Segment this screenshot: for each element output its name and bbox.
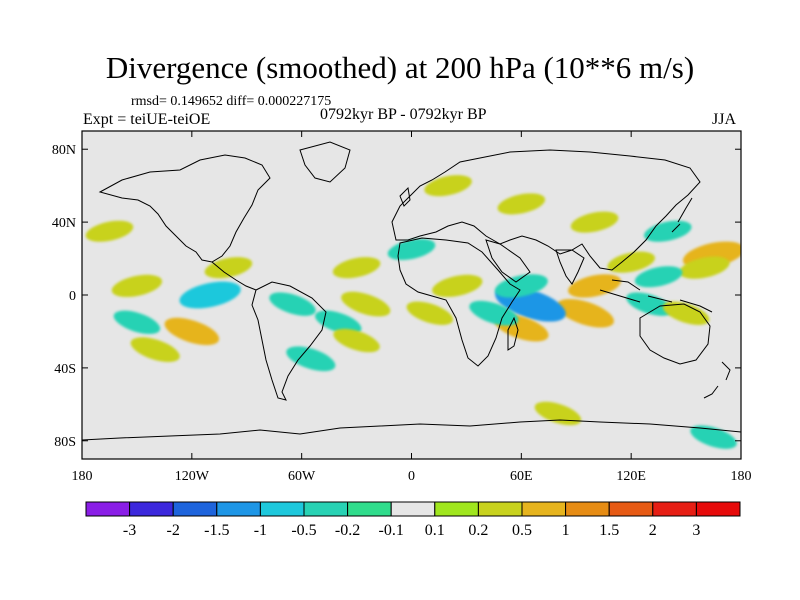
divergence-region-16 (333, 328, 380, 353)
divergence-region-1 (679, 256, 730, 279)
colorbar-label: 2 (648, 522, 657, 539)
divergence-region-21 (113, 310, 161, 335)
period-label: 0792kyr BP - 0792kyr BP (320, 106, 487, 123)
coast-antarctica (82, 419, 741, 441)
colorbar-label: -0.2 (334, 522, 361, 539)
divergence-region-18 (269, 292, 316, 316)
lat-tick-label: 40S (54, 362, 76, 377)
colorbar-swatch (608, 501, 654, 517)
divergence-region-4 (568, 274, 622, 298)
lon-tick-label: 60W (288, 469, 316, 484)
colorbar-label: 1 (561, 522, 570, 539)
coast-new-zealand (703, 361, 731, 399)
divergence-region-17 (286, 346, 336, 372)
colorbar-label: 0.1 (424, 522, 445, 539)
divergence-region-3 (607, 251, 655, 273)
coast-africa (397, 237, 521, 367)
coast-maritime-islands (599, 279, 713, 313)
divergence-region-19 (179, 281, 241, 309)
colorbar-swatch (172, 501, 218, 517)
divergence-region-14 (341, 291, 391, 317)
colorbar-swatch (565, 501, 610, 517)
colorbar-swatch (521, 501, 567, 517)
coast-north-america (98, 154, 271, 263)
lat-tick-label: 40N (52, 216, 76, 231)
axis-ticks (81, 131, 742, 459)
coast-uk (399, 186, 411, 207)
coast-central-america (211, 261, 257, 291)
colorbar-swatch (85, 501, 131, 517)
colorbar-swatch (303, 501, 349, 517)
stats-text: rmsd= 0.149652 diff= 0.000227175 (131, 94, 332, 109)
coast-greenland (299, 141, 351, 183)
colorbar-label: -2 (166, 522, 180, 539)
colorbar-label: 3 (692, 522, 701, 539)
colorbar-swatch (434, 501, 479, 517)
divergence-field (85, 175, 741, 449)
divergence-region-25 (332, 257, 381, 279)
divergence-region-9 (494, 274, 548, 298)
colorbar-swatch (129, 501, 174, 517)
colorbar-label: 1.5 (599, 522, 620, 539)
divergence-region-13 (406, 301, 454, 325)
colorbar-label: -1.5 (204, 522, 230, 539)
colorbar-label: -1 (253, 522, 268, 539)
divergence-region-32 (690, 425, 737, 449)
divergence-region-29 (570, 211, 619, 233)
divergence-region-20 (111, 274, 163, 298)
colorbar-label: 0.2 (468, 522, 489, 539)
colorbar-swatch (347, 501, 392, 517)
colorbar-label: -0.5 (291, 522, 317, 539)
divergence-region-24 (204, 257, 253, 279)
lat-tick-label: 0 (69, 289, 76, 304)
lon-tick-label: 0 (408, 469, 415, 484)
coast-arabia (485, 239, 531, 283)
divergence-region-6 (626, 292, 673, 316)
divergence-region-7 (662, 301, 710, 325)
colorbar-swatch (477, 501, 523, 517)
lon-tick-label: 120W (175, 469, 210, 484)
coastlines (82, 141, 741, 441)
colorbar-label: -3 (122, 522, 137, 539)
colorbar-label: 0.5 (512, 522, 532, 539)
axis-tick-labels: 80N 40N 0 40S 80S 180 120W 60W 0 60E 120E 180 (52, 143, 752, 484)
lon-tick-label: 180 (731, 469, 752, 484)
coast-eurasia (391, 149, 701, 271)
chart-title: Divergence (smoothed) at 200 hPa (10**6 … (105, 50, 695, 85)
colorbar-swatch (390, 501, 436, 517)
season-label: JJA (712, 111, 737, 128)
lat-tick-label: 80N (52, 143, 76, 158)
colorbar-swatch (216, 501, 261, 517)
divergence-region-22 (164, 317, 220, 346)
colorbar-label: -0.1 (378, 522, 404, 539)
divergence-region-28 (497, 193, 546, 215)
coast-australia (639, 303, 711, 365)
experiment-label: Expt = teiUE-teiOE (83, 111, 211, 128)
divergence-region-5 (556, 298, 614, 328)
divergence-region-27 (424, 175, 472, 197)
coast-india (555, 249, 585, 285)
coast-madagascar (507, 316, 519, 351)
lon-tick-label: 60E (510, 469, 533, 484)
divergence-region-31 (534, 401, 582, 426)
divergence-region-33 (85, 220, 134, 242)
divergence-region-2 (634, 266, 683, 288)
colorbar-swatch (695, 501, 741, 517)
divergence-region-15 (315, 310, 362, 335)
colorbar-swatch (652, 501, 697, 517)
coast-south-america (251, 281, 327, 401)
divergence-region-23 (130, 337, 180, 363)
divergence-region-12 (432, 274, 483, 298)
coast-japan (671, 197, 693, 233)
colorbar (85, 501, 741, 517)
lon-tick-label: 180 (72, 469, 93, 484)
lat-tick-label: 80S (54, 435, 76, 450)
lon-tick-label: 120E (616, 469, 646, 484)
colorbar-swatch (259, 501, 305, 517)
divergence-region-11 (469, 300, 519, 326)
